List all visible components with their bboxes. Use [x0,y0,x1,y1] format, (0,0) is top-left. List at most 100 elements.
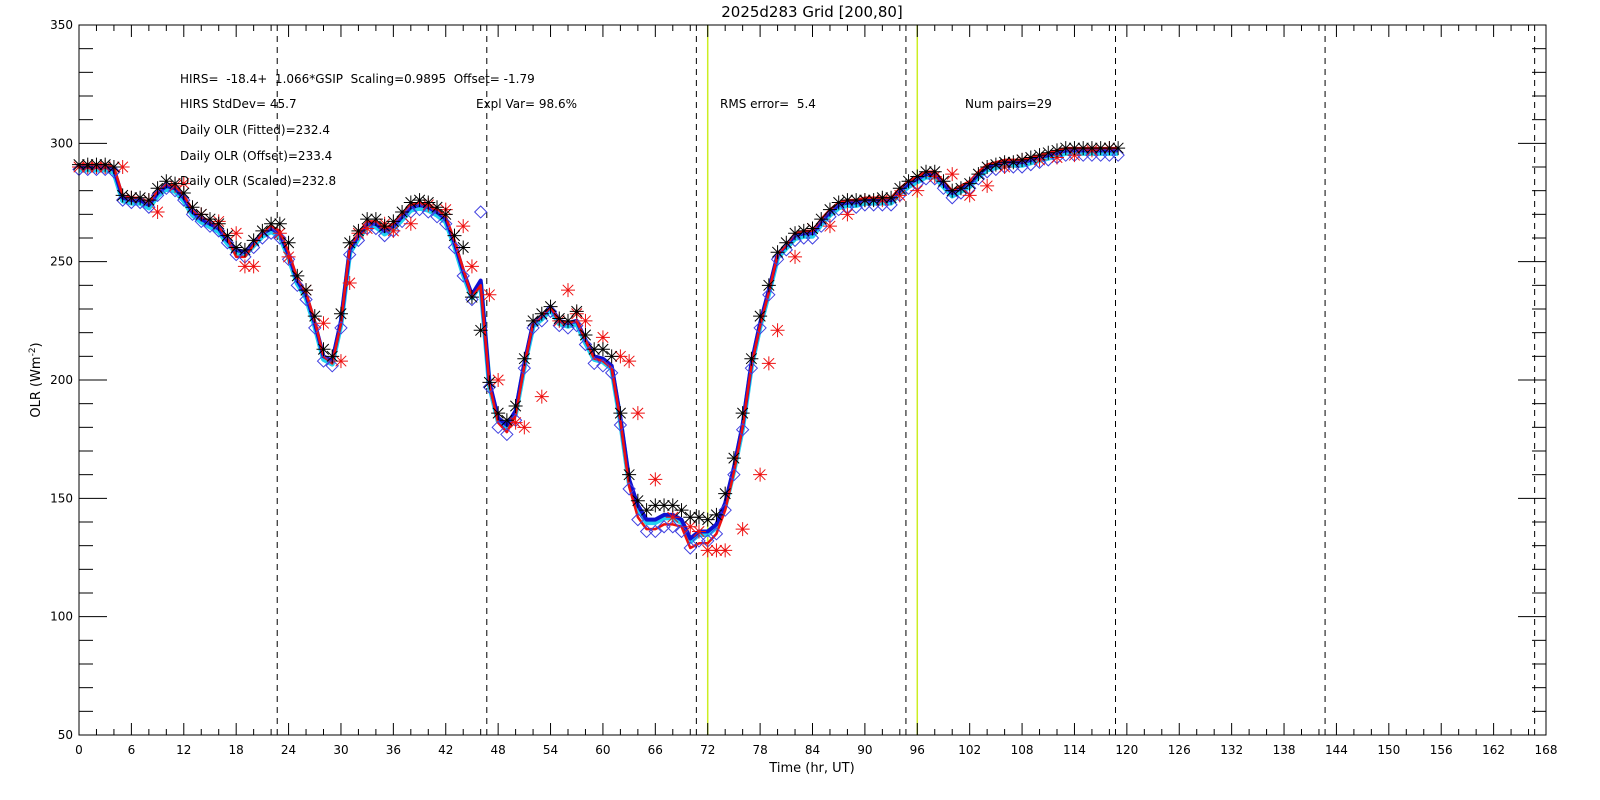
red-asterisk-marker [761,356,776,371]
x-tick-label: 54 [543,743,558,757]
black-asterisk-marker [1111,141,1126,156]
red-asterisk-marker [403,216,418,231]
black-asterisk-marker [115,188,130,203]
black-asterisk-marker [648,498,663,513]
black-asterisk-marker [403,195,418,210]
diamond-marker [709,527,724,541]
x-tick-label: 108 [1011,743,1034,757]
red-asterisk-marker [980,178,995,193]
y-tick-label: 300 [50,136,73,150]
black-asterisk-marker [133,190,148,205]
diamond-marker [439,217,453,231]
black-asterisk-marker [98,157,113,172]
cyan-series-band [79,150,1119,545]
red-asterisk-marker [691,524,706,539]
x-tick-label: 168 [1535,743,1558,757]
x-tick-label: 144 [1325,743,1348,757]
series-lines [79,146,1119,550]
red-asterisk-marker [709,543,724,558]
black-asterisk-marker [482,375,497,390]
diamond-marker [316,354,331,368]
red-asterisk-marker [578,313,593,328]
y-tick-label: 50 [58,728,73,742]
black-asterisk-marker [927,164,942,179]
x-tick-label: 150 [1377,743,1400,757]
black-asterisk-marker [447,228,462,243]
diamond-marker [500,427,514,442]
axis-ticks [78,24,1547,736]
black-asterisk-marker [630,493,645,508]
black-asterisk-marker [333,306,348,321]
black-asterisk-marker [456,240,471,255]
black-asterisk-marker [665,498,680,513]
black-asterisk-marker [578,328,593,343]
diamond-marker [639,524,654,539]
x-tick-label: 162 [1482,743,1505,757]
diamond-marker [858,198,872,212]
x-tick-label: 138 [1273,743,1296,757]
diamond-marker [150,188,165,203]
diamond-marker [727,467,741,482]
black-asterisk-marker [1015,152,1030,167]
x-tick-label: 30 [333,743,348,757]
red-asterisk-marker [700,543,715,558]
red-asterisk-marker [517,420,532,435]
red-asterisk-marker [718,543,733,558]
black-asterisk-marker [831,195,846,210]
cyan-series-line [79,150,1119,545]
black-asterisk-marker [718,486,733,501]
x-tick-label: 126 [1168,743,1191,757]
black-asterisk-marker [360,212,375,227]
black-asterisk-marker [89,157,104,172]
black-asterisk-marker [814,212,829,227]
x-tick-label: 96 [910,743,925,757]
black-asterisk-marker [552,311,567,326]
y-axis-label-main: OLR (Wm [29,356,44,417]
diamond-marker [622,482,636,496]
red-asterisk-marker [456,219,471,234]
black-asterisk-marker [1058,141,1073,156]
x-tick-label: 102 [958,743,981,757]
black-asterisk-marker [159,174,174,189]
diamond-marker [421,205,435,219]
red-asterisk-marker [229,226,244,241]
chart-title: 2025d283 Grid [200,80] [721,3,903,21]
diamond-marker [1015,160,1029,174]
black-asterisk-marker [1041,145,1056,160]
red-asterisk-marker [595,330,610,345]
black-asterisk-marker [822,202,837,217]
black-asterisk-marker [953,181,968,196]
red-asterisk-marker [753,467,768,482]
red-asterisk-marker [735,522,750,537]
black-asterisk-marker [499,413,514,428]
diamond-marker [587,356,601,371]
red-asterisk-marker [945,167,960,182]
annotation-num-pairs: Num pairs=29 [965,97,1052,111]
diamond-marker [185,207,200,222]
black-asterisk-marker [840,193,855,208]
series-markers [72,141,1126,558]
black-asterisk-marker [351,223,366,238]
x-tick-label: 60 [595,743,610,757]
red-asterisk-marker [237,259,252,274]
red-asterisk-marker [683,519,698,534]
red-asterisk-marker [508,415,523,430]
black-asterisk-marker [517,351,532,366]
black-asterisk-marker [316,342,331,357]
black-asterisk-marker [229,240,244,255]
x-tick-label: 12 [176,743,191,757]
black-asterisk-marker [386,214,401,229]
blue-series-line [79,148,1119,541]
diamond-marker [334,321,348,335]
black-asterisk-marker [473,323,488,338]
x-tick-label: 66 [648,743,663,757]
black-asterisk-marker [255,223,270,238]
diamond-marker [517,361,532,375]
diamond-marker [377,228,392,243]
black-asterisk-marker [395,204,410,219]
black-asterisk-marker [875,190,890,205]
red-asterisk-marker [622,354,637,369]
black-asterisk-marker [1050,143,1064,158]
red-asterisk-marker [360,221,375,236]
black-asterisk-marker [936,174,951,189]
